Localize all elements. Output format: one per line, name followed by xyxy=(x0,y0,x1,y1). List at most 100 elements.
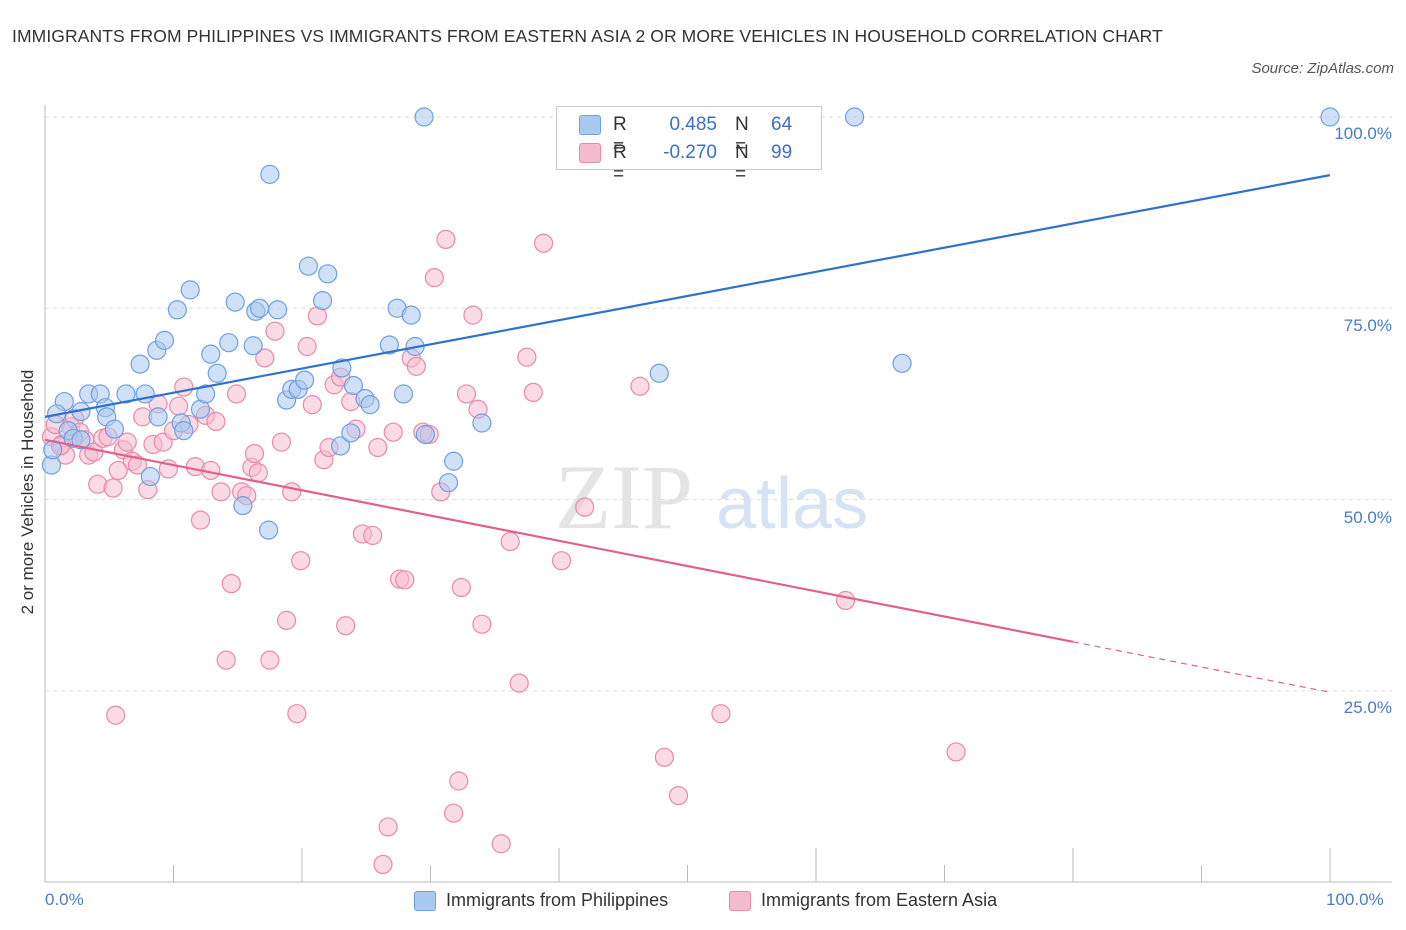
data-point xyxy=(249,298,270,318)
y-tick-25: 25.0% xyxy=(1343,698,1392,717)
data-point xyxy=(711,704,731,724)
legend-swatch-blue xyxy=(579,115,601,135)
data-point xyxy=(108,460,128,481)
data-point xyxy=(148,407,168,427)
y-tick-100: 100.0% xyxy=(1334,124,1392,143)
data-point xyxy=(154,330,175,350)
data-point xyxy=(517,347,537,367)
legend-label-eastern-asia: Immigrants from Eastern Asia xyxy=(761,890,998,910)
data-point xyxy=(360,395,380,415)
data-point xyxy=(379,335,399,355)
data-point xyxy=(297,336,317,357)
data-point xyxy=(130,354,150,374)
data-point xyxy=(1320,107,1340,127)
data-point xyxy=(219,333,239,353)
data-point xyxy=(196,384,216,404)
legend-swatch-blue xyxy=(414,891,436,911)
data-point xyxy=(233,496,253,516)
y-tick-50: 50.0% xyxy=(1343,508,1392,527)
data-point xyxy=(180,280,200,300)
legend-n-label: N = xyxy=(735,114,749,157)
legend-r-value: -0.270 xyxy=(663,142,717,163)
data-point xyxy=(216,650,236,670)
data-point xyxy=(244,444,265,464)
data-point xyxy=(654,747,674,767)
data-point xyxy=(393,384,414,404)
data-point xyxy=(127,455,148,475)
data-point xyxy=(343,375,363,396)
legend-r-value: 0.485 xyxy=(669,114,717,135)
legend-r-label: R = xyxy=(613,114,627,157)
data-point xyxy=(260,164,280,184)
data-point xyxy=(330,436,351,456)
data-point xyxy=(265,321,285,341)
data-point xyxy=(267,300,288,320)
data-point xyxy=(116,384,136,404)
legend-label-philippines: Immigrants from Philippines xyxy=(446,890,669,910)
chart-title: IMMIGRANTS FROM PHILIPPINES VS IMMIGRANT… xyxy=(12,26,1163,46)
data-point xyxy=(174,377,194,397)
data-point xyxy=(368,437,388,458)
data-point xyxy=(221,574,241,594)
data-point xyxy=(248,463,268,483)
data-point xyxy=(500,531,520,552)
x-tick-100: 100.0% xyxy=(1326,890,1384,909)
correlation-legend: R = 0.485 N = 64 R = -0.270 N = 99 xyxy=(556,106,822,185)
data-point xyxy=(104,419,124,439)
data-point xyxy=(436,229,456,249)
data-point xyxy=(844,107,865,127)
data-point xyxy=(472,614,492,634)
watermark-zip: ZIP xyxy=(555,446,693,548)
data-point xyxy=(373,854,393,875)
data-point xyxy=(406,356,426,376)
data-point xyxy=(103,478,123,498)
legend-n-value: 99 xyxy=(771,142,793,163)
chart-source: Source: ZipAtlas.com xyxy=(1251,60,1394,77)
data-point xyxy=(395,570,415,590)
data-point xyxy=(444,803,464,823)
gridlines xyxy=(45,116,1392,692)
data-point xyxy=(383,422,403,442)
data-point xyxy=(449,771,469,791)
series-philippines xyxy=(41,107,1340,540)
legend-r-label: R = xyxy=(613,142,627,185)
data-point xyxy=(291,551,311,571)
data-point xyxy=(71,430,91,450)
data-point xyxy=(456,384,477,404)
data-point xyxy=(206,411,226,432)
data-point xyxy=(551,551,572,571)
data-point xyxy=(298,256,319,276)
data-point xyxy=(106,705,126,725)
data-point xyxy=(401,305,421,325)
data-point xyxy=(363,525,383,546)
trend-line-eastern-asia xyxy=(44,438,1074,643)
watermark: ZIP atlas xyxy=(555,446,868,548)
watermark-atlas: atlas xyxy=(716,464,868,544)
data-point xyxy=(414,107,434,127)
data-point xyxy=(341,423,361,443)
data-point xyxy=(892,353,912,373)
data-point xyxy=(207,363,227,383)
data-point xyxy=(332,358,352,378)
data-point xyxy=(140,466,160,487)
data-point xyxy=(463,305,483,325)
data-point xyxy=(276,610,297,630)
data-point xyxy=(438,473,459,493)
data-point xyxy=(302,395,322,415)
data-point xyxy=(575,497,595,517)
trend-line-philippines xyxy=(44,174,1331,418)
data-point xyxy=(415,424,435,445)
y-tick-75: 75.0% xyxy=(1343,316,1392,335)
data-point xyxy=(424,268,444,288)
data-point xyxy=(835,590,856,611)
data-point xyxy=(509,673,529,693)
data-point xyxy=(318,264,338,284)
data-point xyxy=(649,363,669,383)
data-point xyxy=(533,233,554,253)
data-point xyxy=(668,785,689,806)
data-point xyxy=(225,292,245,312)
data-point xyxy=(451,577,471,598)
trend-lines xyxy=(44,174,1331,693)
data-point xyxy=(282,482,302,502)
